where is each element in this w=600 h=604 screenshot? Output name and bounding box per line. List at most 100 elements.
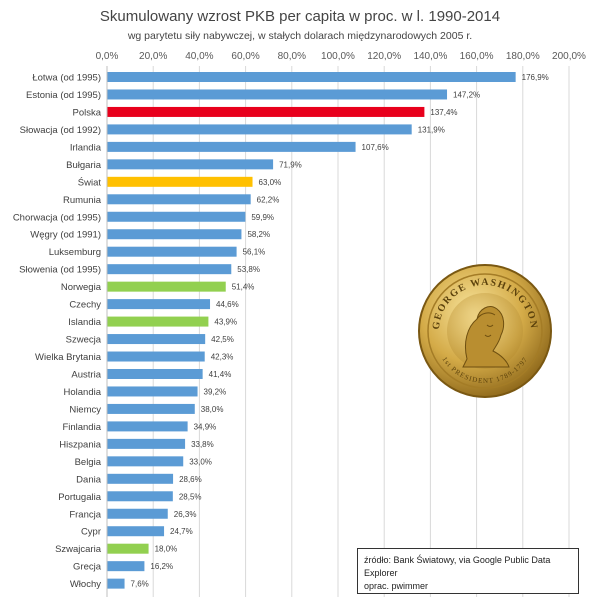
category-label: Słowacja (od 1992): [20, 125, 101, 136]
bar: [107, 543, 149, 554]
category-label: Bułgaria: [66, 160, 102, 171]
data-label: 51,4%: [232, 283, 255, 292]
bar: [107, 334, 206, 345]
washington-dollar-coin-icon: GEORGE WASHINGTON 1st PRESIDENT 1789-179…: [418, 264, 552, 398]
source-note: źródło: Bank Światowy, via Google Public…: [357, 548, 579, 594]
data-label: 43,9%: [214, 318, 237, 327]
bar: [107, 246, 237, 257]
bar: [107, 211, 246, 222]
category-label: Islandia: [68, 317, 101, 328]
data-label: 71,9%: [279, 160, 302, 169]
bar: [107, 526, 165, 537]
chart-subtitle: wg parytetu siły nabywczej, w stałych do…: [127, 30, 473, 42]
bar: [107, 508, 168, 519]
x-tick-label: 100,0%: [321, 51, 355, 62]
data-label: 41,4%: [209, 370, 232, 379]
category-label: Świat: [78, 176, 102, 188]
data-label: 33,0%: [189, 457, 212, 466]
bar: [107, 264, 232, 275]
bar: [107, 281, 226, 292]
x-tick-label: 200,0%: [552, 51, 586, 62]
bar: [107, 141, 356, 152]
data-label: 26,3%: [174, 510, 197, 519]
bar: [107, 106, 425, 117]
category-label: Rumunia: [63, 195, 102, 206]
category-label: Belgia: [75, 457, 102, 468]
x-tick-label: 160,0%: [460, 51, 494, 62]
bar: [107, 438, 186, 449]
data-label: 59,9%: [251, 213, 274, 222]
data-label: 42,3%: [211, 353, 234, 362]
data-label: 42,5%: [211, 335, 234, 344]
author-line: oprac. pwimmer: [364, 581, 429, 591]
bar: [107, 299, 211, 310]
data-label: 38,0%: [201, 405, 224, 414]
bar: [107, 491, 173, 502]
category-label: Finlandia: [62, 422, 101, 433]
category-label: Chorwacja (od 1995): [13, 212, 101, 223]
category-label: Cypr: [81, 527, 101, 538]
data-label: 24,7%: [170, 527, 193, 536]
category-label: Słowenia (od 1995): [19, 265, 101, 276]
x-tick-label: 60,0%: [231, 51, 259, 62]
data-label: 137,4%: [430, 108, 457, 117]
category-label: Estonia (od 1995): [26, 90, 101, 101]
bar: [107, 159, 274, 170]
x-tick-label: 40,0%: [185, 51, 213, 62]
bar: [107, 473, 174, 484]
data-label: 176,9%: [522, 73, 549, 82]
category-label: Szwecja: [66, 335, 102, 346]
category-label: Dania: [76, 474, 102, 485]
x-tick-label: 20,0%: [139, 51, 167, 62]
data-label: 16,2%: [150, 562, 173, 571]
x-tick-label: 80,0%: [278, 51, 306, 62]
category-label: Holandia: [64, 387, 102, 398]
category-label: Portugalia: [58, 492, 101, 503]
data-label: 28,5%: [179, 492, 202, 501]
category-label: Francja: [69, 509, 101, 520]
bar: [107, 421, 188, 432]
x-tick-label: 180,0%: [506, 51, 540, 62]
data-label: 107,6%: [362, 143, 389, 152]
category-label: Niemcy: [69, 404, 101, 415]
bar: [107, 124, 412, 135]
data-label: 44,6%: [216, 300, 239, 309]
bar: [107, 351, 205, 362]
bar: [107, 229, 242, 240]
category-label: Norwegia: [61, 282, 102, 293]
bar: [107, 194, 251, 205]
bar: [107, 386, 198, 397]
category-label: Austria: [71, 369, 101, 380]
x-tick-label: 120,0%: [367, 51, 401, 62]
category-label: Irlandia: [70, 142, 102, 153]
data-label: 28,6%: [179, 475, 202, 484]
data-label: 63,0%: [259, 178, 282, 187]
data-label: 7,6%: [131, 580, 149, 589]
data-label: 33,8%: [191, 440, 214, 449]
bar: [107, 72, 516, 82]
bar: [107, 89, 448, 100]
data-label: 39,2%: [204, 387, 227, 396]
category-label: Hiszpania: [59, 439, 101, 450]
chart-title: Skumulowany wzrost PKB per capita w proc…: [99, 8, 501, 25]
category-label: Wielka Brytania: [35, 352, 102, 363]
data-label: 58,2%: [247, 230, 270, 239]
category-label: Włochy: [70, 579, 101, 590]
category-label: Węgry (od 1991): [30, 230, 101, 241]
data-label: 56,1%: [243, 248, 266, 257]
bar: [107, 316, 209, 327]
bar: [107, 578, 125, 589]
data-label: 147,2%: [453, 90, 480, 99]
bar: [107, 561, 145, 572]
data-label: 53,8%: [237, 265, 260, 274]
data-label: 62,2%: [257, 195, 280, 204]
source-line: źródło: Bank Światowy, via Google Public…: [364, 555, 551, 578]
bar: [107, 176, 253, 187]
bar: [107, 403, 195, 414]
category-label: Szwajcaria: [55, 544, 102, 555]
data-label: 18,0%: [155, 545, 178, 554]
category-label: Luksemburg: [49, 247, 101, 258]
category-label: Łotwa (od 1995): [32, 73, 101, 84]
